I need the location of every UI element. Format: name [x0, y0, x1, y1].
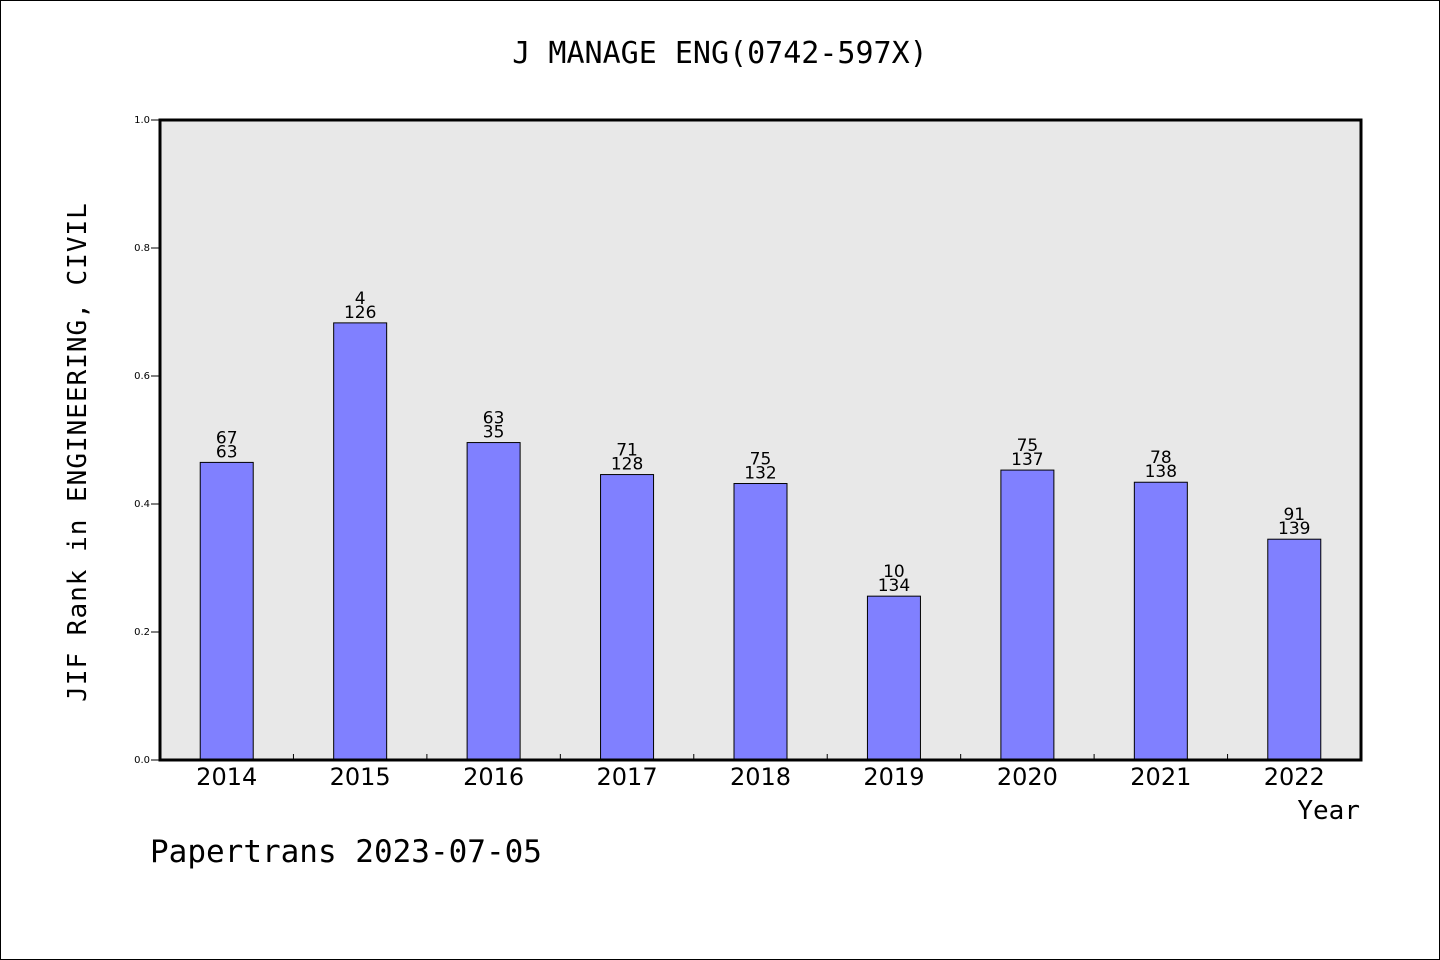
- x-tick-label: 2019: [863, 763, 924, 791]
- bar-total-label: 134: [878, 576, 910, 596]
- bar-total-label: 35: [483, 423, 505, 443]
- plot-border: [158, 118, 1363, 762]
- footer-note: Papertrans 2023-07-05: [150, 834, 542, 870]
- x-tick-label: 2014: [196, 763, 257, 791]
- bar-total-label: 126: [344, 303, 376, 323]
- x-tick-label: 2015: [330, 763, 391, 791]
- bar-rank-label: 71: [616, 441, 638, 461]
- x-tick-label: 2022: [1264, 763, 1325, 791]
- bar: [1133, 481, 1188, 761]
- bar-rank-label: 78: [1150, 448, 1172, 468]
- y-tick-label: 0.8: [134, 243, 150, 254]
- bar-total-label: 137: [1011, 450, 1043, 470]
- y-tick-label: 0.6: [134, 371, 150, 382]
- y-tick-label: 0.2: [134, 627, 150, 638]
- bar: [1000, 469, 1055, 761]
- bar-total-label: 63: [216, 442, 238, 462]
- x-axis-title: Year: [1297, 796, 1360, 826]
- bar-rank-label: 75: [1017, 436, 1039, 456]
- x-tick-label: 2017: [597, 763, 658, 791]
- y-tick-label: 1.0: [134, 115, 150, 126]
- chart-title: J MANAGE ENG(0742-597X): [512, 36, 928, 71]
- bar-rank-label: 63: [483, 409, 505, 429]
- bar: [333, 322, 388, 761]
- bar-rank-label: 10: [883, 562, 905, 582]
- bar-total-label: 139: [1278, 519, 1310, 539]
- bar-rank-label: 4: [355, 289, 366, 309]
- bar-total-label: 138: [1145, 462, 1177, 482]
- y-tick-label: 0.0: [134, 755, 150, 766]
- bar: [1267, 538, 1322, 761]
- bar: [600, 474, 655, 761]
- x-tick-label: 2018: [730, 763, 791, 791]
- x-tick-label: 2021: [1130, 763, 1191, 791]
- bar: [199, 461, 254, 761]
- bar: [466, 442, 521, 761]
- y-tick-label: 0.4: [134, 499, 150, 510]
- bar: [866, 595, 921, 761]
- bar-rank-label: 75: [750, 450, 772, 470]
- bar-rank-label: 67: [216, 428, 238, 448]
- x-tick-label: 2016: [463, 763, 524, 791]
- x-tick-label: 2020: [997, 763, 1058, 791]
- bar-rank-label: 91: [1283, 505, 1305, 525]
- bar-total-label: 128: [611, 455, 643, 475]
- bar: [733, 483, 788, 761]
- bar-total-label: 132: [744, 464, 776, 484]
